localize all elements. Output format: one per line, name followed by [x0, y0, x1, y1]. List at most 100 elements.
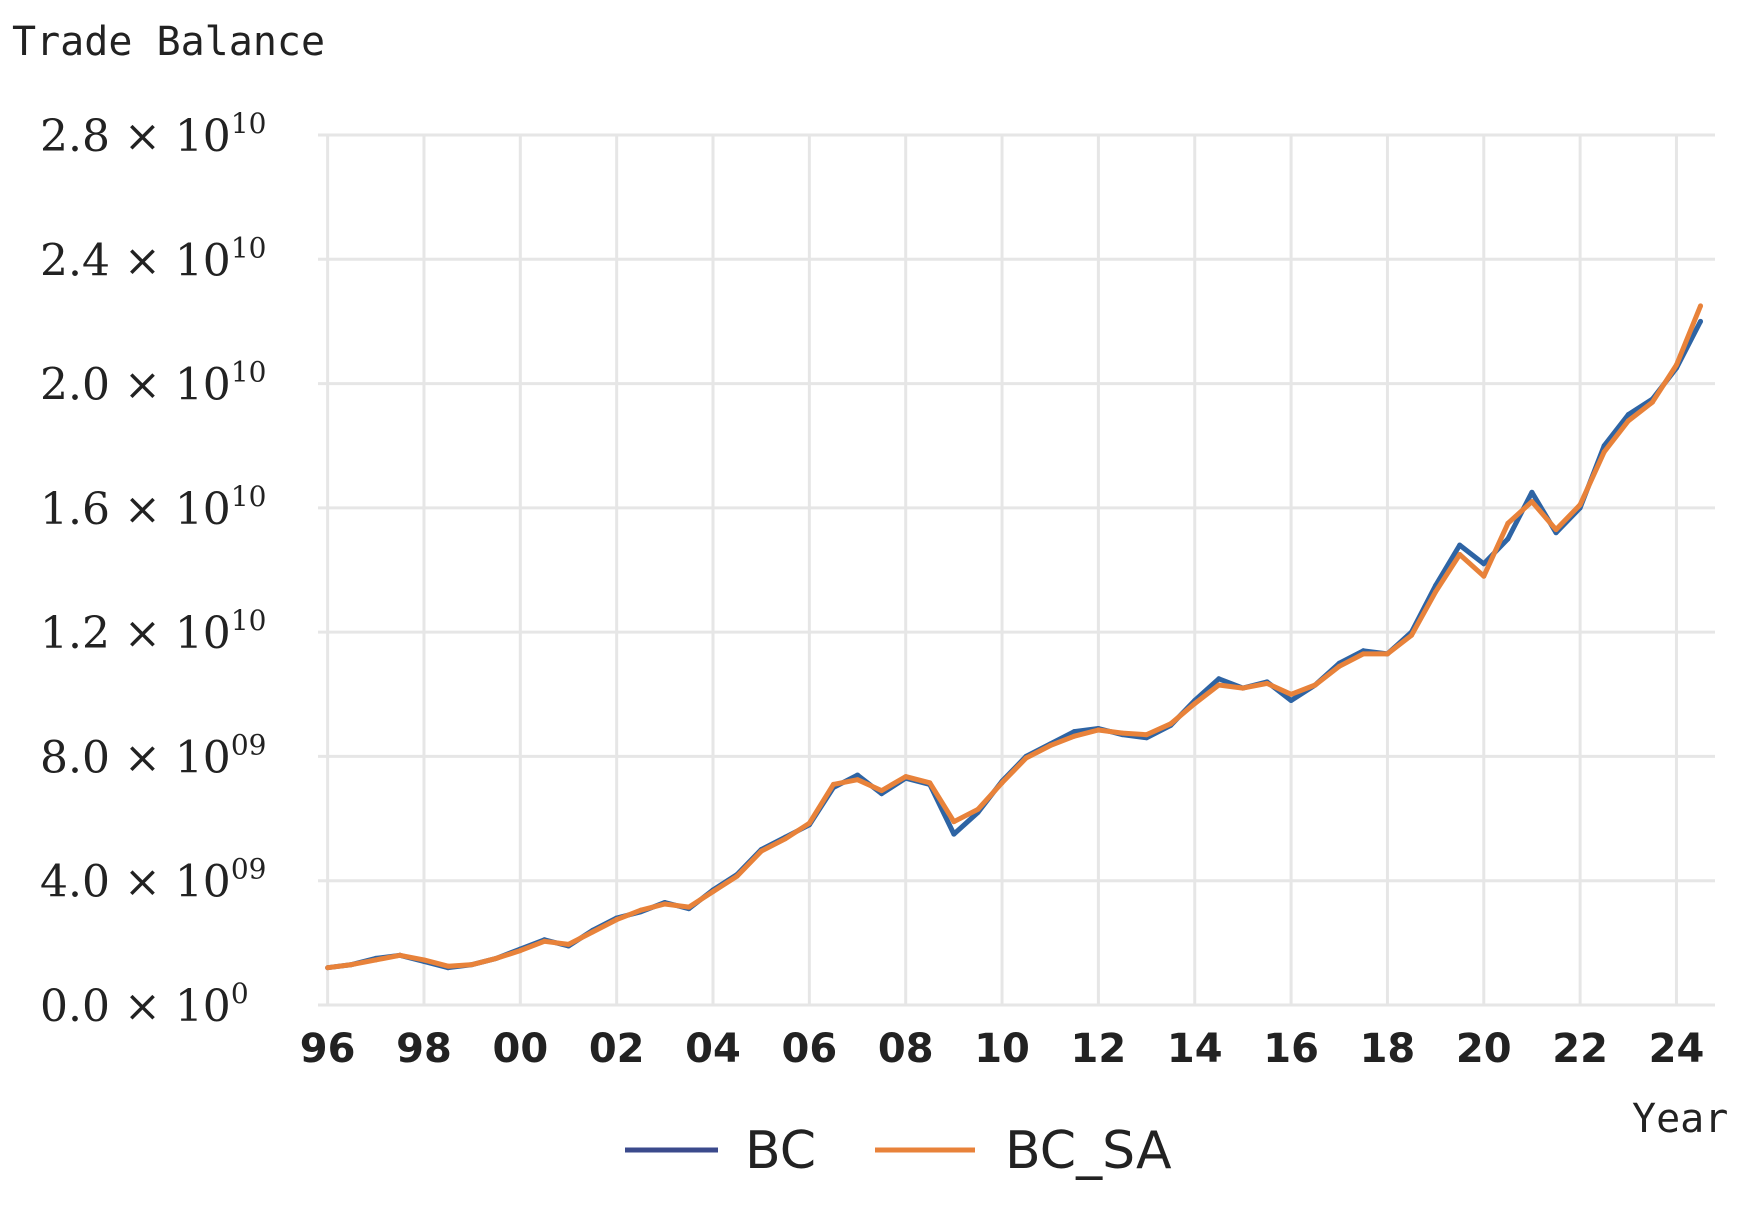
legend: BC BC_SA — [625, 1121, 1172, 1181]
data-point — [565, 941, 571, 947]
data-point — [541, 938, 547, 944]
y-tick-label: 4.0 × 1009 — [40, 853, 266, 908]
grid — [318, 133, 1715, 1007]
x-tick-label: 12 — [1071, 1026, 1127, 1072]
data-point — [1119, 730, 1125, 736]
x-tick-label: 22 — [1552, 1026, 1608, 1072]
data-point — [373, 957, 379, 963]
y-tick-label: 2.8 × 1010 — [40, 107, 266, 162]
legend-label: BC — [745, 1121, 816, 1181]
data-point — [975, 806, 981, 812]
x-tick-label: 18 — [1360, 1026, 1416, 1072]
data-point — [421, 957, 427, 963]
x-tick-label: 96 — [300, 1026, 356, 1072]
data-point — [1625, 418, 1631, 424]
data-point — [855, 777, 861, 783]
data-point — [927, 780, 933, 786]
data-point — [1095, 727, 1101, 733]
data-point — [1240, 685, 1246, 691]
data-point — [710, 889, 716, 895]
x-tick-label: 20 — [1456, 1026, 1512, 1072]
x-tick-label: 00 — [492, 1026, 548, 1072]
data-point — [1023, 755, 1029, 761]
data-point — [638, 907, 644, 913]
y-tick-label: 2.4 × 1010 — [40, 231, 266, 286]
y-tick-label: 8.0 × 1009 — [40, 728, 266, 783]
data-point — [325, 965, 331, 971]
data-point — [1144, 732, 1150, 738]
x-tick-label: 02 — [589, 1026, 645, 1072]
data-point — [1481, 573, 1487, 579]
data-point — [1071, 729, 1077, 735]
x-tick-label: 98 — [396, 1026, 452, 1072]
data-point — [1649, 399, 1655, 405]
data-point — [758, 848, 764, 854]
data-point — [806, 820, 812, 826]
data-point — [903, 774, 909, 780]
data-point — [1264, 680, 1270, 686]
data-point — [1192, 701, 1198, 707]
data-point — [662, 901, 668, 907]
data-point — [734, 873, 740, 879]
series-line-bc — [327, 320, 1703, 971]
data-point — [782, 836, 788, 842]
data-point — [1673, 362, 1679, 368]
data-point — [1505, 536, 1511, 542]
data-point — [1505, 520, 1511, 526]
data-point — [830, 781, 836, 787]
x-tick-label: 10 — [974, 1026, 1030, 1072]
data-point — [1457, 551, 1463, 557]
data-point — [855, 772, 861, 778]
data-point — [1433, 589, 1439, 595]
x-tick-label: 24 — [1649, 1026, 1705, 1072]
data-point — [1288, 698, 1294, 703]
data-point — [879, 788, 885, 794]
data-point — [1168, 721, 1174, 727]
x-axis-ticks: 96 98 00 02 04 06 08 10 12 14 16 18 20 22 24 — [300, 1026, 1704, 1072]
data-point — [1409, 632, 1415, 638]
data-point — [1481, 561, 1487, 567]
data-point — [517, 948, 523, 954]
series-line-bc-sa — [327, 304, 1703, 971]
data-point — [1529, 489, 1535, 495]
x-axis-label: Year — [1632, 1096, 1728, 1142]
y-tick-label: 2.0 × 1010 — [40, 356, 266, 411]
data-point — [1698, 318, 1704, 324]
data-point — [951, 819, 957, 825]
data-point — [951, 831, 957, 837]
data-point — [1216, 676, 1222, 682]
x-tick-label: 06 — [782, 1026, 838, 1072]
data-point — [493, 955, 499, 961]
legend-label: BC_SA — [1005, 1121, 1172, 1181]
data-point — [1312, 682, 1318, 688]
data-point — [590, 929, 596, 935]
data-point — [349, 962, 355, 968]
data-point — [999, 780, 1005, 786]
y-tick-label: 1.2 × 1010 — [40, 604, 266, 659]
x-tick-label: 16 — [1263, 1026, 1319, 1072]
data-point — [1577, 502, 1583, 508]
y-axis-label: Trade Balance — [12, 19, 325, 65]
x-tick-label: 08 — [878, 1026, 934, 1072]
data-point — [614, 917, 620, 923]
data-point — [1553, 527, 1559, 533]
data-point — [1601, 449, 1607, 455]
y-axis-ticks: 0.0 × 100 4.0 × 1009 8.0 × 1009 1.2 × 1010 1… — [40, 107, 266, 1032]
data-point — [1625, 412, 1631, 418]
data-point — [1288, 691, 1294, 697]
data-point — [445, 963, 451, 969]
data-point — [1216, 682, 1222, 688]
y-tick-label: 1.6 × 1010 — [40, 480, 266, 535]
data-point — [1071, 733, 1077, 739]
data-point — [686, 904, 692, 910]
x-tick-label: 14 — [1167, 1026, 1223, 1072]
data-point — [1457, 542, 1463, 548]
x-tick-label: 04 — [685, 1026, 741, 1072]
data-point — [1698, 303, 1704, 309]
series-layer — [325, 303, 1704, 971]
data-point — [1047, 743, 1053, 749]
data-point — [1529, 499, 1535, 505]
data-point — [469, 962, 475, 968]
